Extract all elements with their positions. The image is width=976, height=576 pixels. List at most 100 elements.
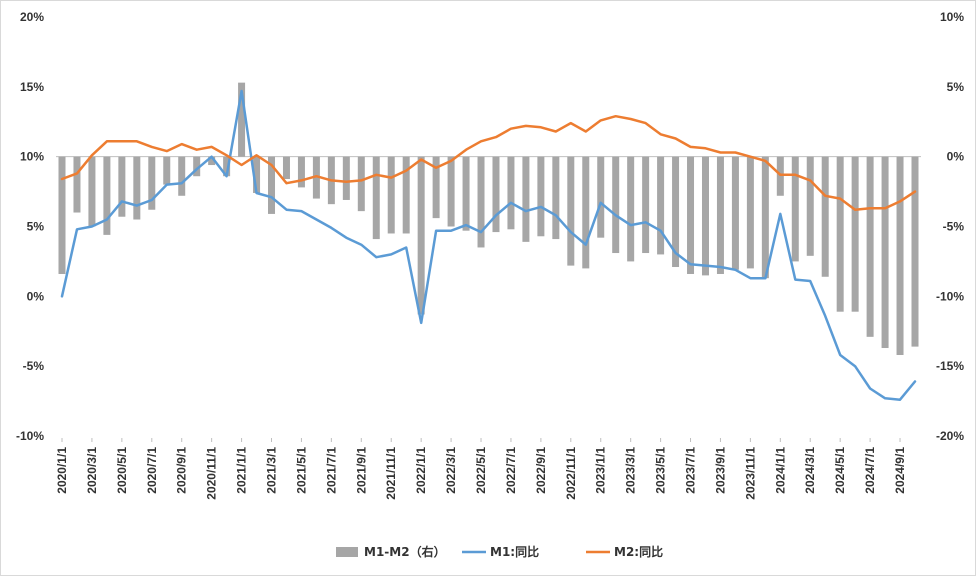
m1-m2-bar <box>253 156 261 193</box>
left-y-tick-label: 15% <box>20 80 44 94</box>
m1-m2-bar <box>312 156 320 199</box>
m1-m2-bar <box>672 156 680 268</box>
m1-m2-bar <box>342 156 350 200</box>
m1-m2-bar <box>881 156 889 349</box>
x-tick-label: 2020/1/1 <box>55 447 69 494</box>
legend: M1-M2（右） M1:同比 M2:同比 <box>336 544 663 559</box>
x-tick-label: 2021/5/1 <box>294 447 308 494</box>
m1-m2-bar <box>687 156 695 274</box>
right-y-axis: 10% 5% 0% -5% -10% -15% -20% <box>936 10 964 443</box>
left-y-tick-label: 20% <box>20 10 44 24</box>
m1-m2-bar <box>432 156 440 219</box>
m1-m2-bar <box>73 156 81 213</box>
x-tick-label: 2023/7/1 <box>684 447 698 494</box>
m1-m2-bar <box>851 156 859 312</box>
right-y-tick-label: -5% <box>943 220 965 234</box>
x-tick-label: 2021/1/1 <box>235 447 249 494</box>
m1-m2-bar <box>282 156 290 180</box>
x-tick-label: 2023/9/1 <box>713 447 727 494</box>
m1-m2-bar <box>627 156 635 262</box>
x-tick-label: 2024/3/1 <box>803 447 817 494</box>
right-y-tick-label: -20% <box>936 429 964 443</box>
m1-m2-bar <box>746 156 754 269</box>
x-tick-label: 2024/9/1 <box>893 447 907 494</box>
legend-swatch <box>336 547 358 557</box>
right-y-tick-label: 10% <box>940 10 964 24</box>
m1-m2-bar <box>866 156 874 337</box>
line-series-group <box>60 89 917 401</box>
m1-m2-bar <box>821 156 829 277</box>
m1-m2-bar <box>297 156 305 188</box>
x-tick-label: 2022/3/1 <box>444 447 458 494</box>
m1-m2-bar <box>148 156 156 210</box>
m1-m2-bar <box>58 156 66 274</box>
x-tick-label: 2020/11/1 <box>205 447 219 500</box>
x-tick-label: 2024/5/1 <box>833 447 847 494</box>
m1-m2-bar <box>372 156 380 240</box>
m1-m2-bar <box>462 156 470 231</box>
m1-m2-bar <box>806 156 814 256</box>
left-y-axis: 20% 15% 10% 5% 0% -5% -10% <box>16 10 44 443</box>
m1-m2-bar <box>88 156 96 227</box>
x-tick-label: 2023/3/1 <box>624 447 638 494</box>
m1-m2-bar <box>642 156 650 254</box>
left-y-tick-label: -5% <box>23 359 45 373</box>
m1-m2-bar <box>836 156 844 312</box>
m1-m2-bar <box>477 156 485 248</box>
x-tick-label: 2024/7/1 <box>863 447 877 494</box>
x-tick-label: 2022/9/1 <box>534 447 548 494</box>
x-axis: 2020/1/1 2020/3/1 2020/5/1 2020/7/1 2020/9/1… <box>55 438 907 500</box>
x-tick-label: 2023/1/1 <box>594 447 608 494</box>
m1-m2-bar <box>597 156 605 238</box>
left-y-tick-label: 10% <box>20 150 44 164</box>
left-y-tick-label: -10% <box>16 429 44 443</box>
right-y-tick-label: 0% <box>947 150 965 164</box>
x-tick-label: 2021/7/1 <box>324 447 338 494</box>
m1-m2-bar-series <box>58 82 919 355</box>
m1-m2-bar <box>447 156 455 227</box>
m1-m2-bar <box>357 156 365 212</box>
m1-yoy-line <box>60 89 917 401</box>
x-tick-label: 2022/7/1 <box>504 447 518 494</box>
x-tick-label: 2022/5/1 <box>474 447 488 494</box>
m1-m2-bar <box>701 156 709 276</box>
x-tick-label: 2023/11/1 <box>743 447 757 500</box>
x-tick-label: 2022/11/1 <box>564 447 578 500</box>
m1-m2-bar <box>208 156 216 166</box>
m1-m2-bar <box>776 156 784 196</box>
m1-m2-bar <box>238 82 246 157</box>
m1-m2-bar <box>507 156 515 230</box>
left-y-tick-label: 5% <box>27 220 45 234</box>
m1-m2-bar <box>118 156 126 217</box>
m1-m2-bar <box>387 156 395 234</box>
x-tick-label: 2021/11/1 <box>384 447 398 500</box>
x-tick-label: 2020/3/1 <box>85 447 99 494</box>
m1-m2-bar <box>911 156 919 347</box>
legend-item-m1-m2: M1-M2（右） <box>336 544 446 559</box>
legend-item-m1: M1:同比 <box>462 544 539 559</box>
m1-m2-bar <box>791 156 799 262</box>
right-y-tick-label: 5% <box>947 80 965 94</box>
m1-m2-bar <box>268 156 276 214</box>
m1-m2-bar <box>133 156 141 220</box>
legend-label: M1-M2（右） <box>364 544 446 559</box>
m1-m2-bar <box>178 156 186 196</box>
x-tick-label: 2021/3/1 <box>265 447 279 494</box>
m1-m2-bar <box>761 156 769 279</box>
x-tick-label: 2023/5/1 <box>654 447 668 494</box>
m1-m2-bar <box>896 156 904 355</box>
m1-m2-bar <box>103 156 111 235</box>
m1-m2-bar <box>522 156 530 242</box>
m1-m2-bar <box>612 156 620 254</box>
m1-m2-bar <box>567 156 575 266</box>
x-tick-label: 2020/5/1 <box>115 447 129 494</box>
m1-m2-bar <box>223 156 231 177</box>
legend-label: M1:同比 <box>490 544 539 559</box>
right-y-tick-label: -15% <box>936 359 964 373</box>
m1-m2-bar <box>193 156 201 177</box>
m1-m2-bar <box>731 156 739 270</box>
x-tick-label: 2021/9/1 <box>354 447 368 494</box>
m1-m2-bar <box>657 156 665 255</box>
